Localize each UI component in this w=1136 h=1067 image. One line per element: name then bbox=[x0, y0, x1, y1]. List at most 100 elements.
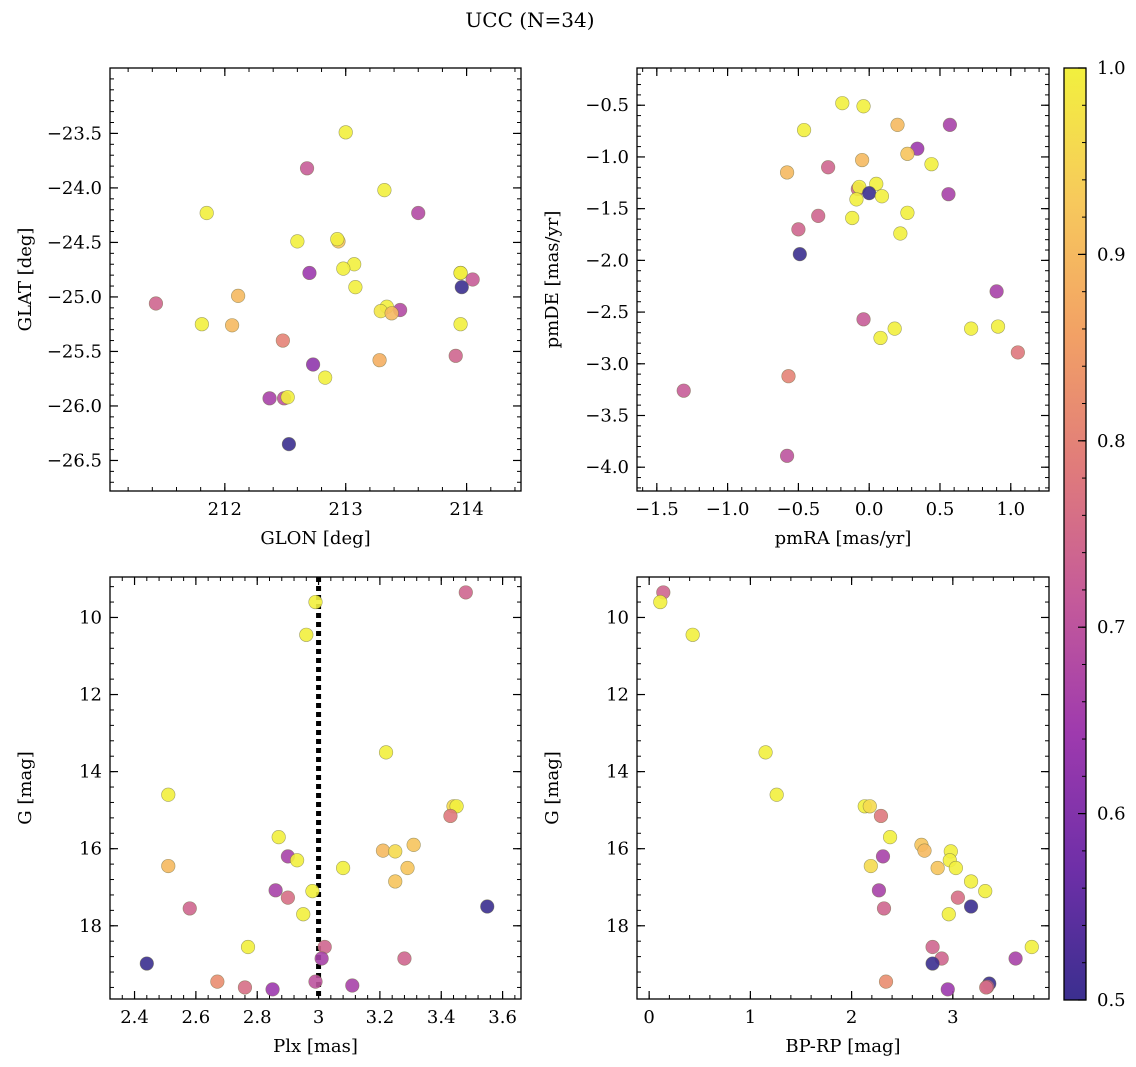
scatter-point bbox=[330, 232, 345, 247]
scatter-point bbox=[871, 883, 887, 898]
x-tick-label: −0.5 bbox=[777, 499, 821, 520]
scatter-point bbox=[240, 939, 256, 955]
scatter-point bbox=[900, 205, 915, 220]
scatter-point bbox=[873, 330, 888, 346]
scatter-points bbox=[676, 96, 1025, 463]
scatter-point bbox=[289, 853, 305, 868]
scatter-point bbox=[302, 265, 317, 281]
x-axis-label: pmRA [mas/yr] bbox=[775, 528, 912, 549]
y-tick-label: −25.0 bbox=[47, 287, 102, 308]
scatter-point bbox=[796, 122, 812, 138]
scatter-point bbox=[281, 437, 297, 452]
scatter-point bbox=[878, 974, 894, 989]
y-axis-label: pmDE [mas/yr] bbox=[542, 211, 563, 349]
scatter-points bbox=[148, 125, 480, 452]
scatter-point bbox=[1010, 345, 1025, 360]
axes-frame bbox=[109, 67, 522, 492]
y-tick-label: −1.5 bbox=[585, 199, 629, 220]
scatter-point bbox=[1008, 951, 1023, 966]
scatter-point bbox=[372, 353, 387, 368]
scatter-point bbox=[443, 808, 458, 824]
scatter-point bbox=[950, 890, 965, 905]
y-axis-label: G [mag] bbox=[542, 751, 563, 824]
y-tick-label: 10 bbox=[606, 607, 629, 628]
x-tick-label: 1.0 bbox=[996, 499, 1025, 520]
y-tick-label: −26.0 bbox=[47, 396, 102, 417]
scatter-point bbox=[411, 205, 426, 221]
scatter-point bbox=[308, 974, 323, 989]
colorbar-tick-label: 0.8 bbox=[1097, 431, 1126, 452]
scatter-point bbox=[458, 585, 473, 600]
scatter-point bbox=[862, 799, 877, 814]
scatter-point bbox=[856, 312, 871, 327]
scatter-point bbox=[685, 627, 700, 642]
y-tick-label: 16 bbox=[606, 839, 629, 860]
scatter-point bbox=[942, 117, 957, 132]
scatter-point bbox=[862, 186, 877, 201]
scatter-point bbox=[465, 272, 480, 287]
scatter-point bbox=[454, 280, 469, 295]
scatter-point bbox=[1024, 939, 1039, 955]
colorbar-tick-label: 0.6 bbox=[1097, 804, 1126, 825]
panel-plx-g: 2.4 2.6 2.8 3 3.2 3.4 3.6 10 12 14 16 18 Plx [mas] G … bbox=[15, 576, 522, 1057]
y-tick-label: −1.0 bbox=[585, 147, 629, 168]
x-axis-label: Plx [mas] bbox=[273, 1036, 358, 1057]
scatter-point bbox=[925, 939, 940, 955]
scatter-points bbox=[139, 585, 495, 997]
scatter-point bbox=[791, 222, 806, 237]
scatter-point bbox=[280, 390, 295, 405]
y-tick-label: −23.5 bbox=[47, 123, 102, 144]
y-tick-label: −24.5 bbox=[47, 232, 102, 253]
scatter-point bbox=[384, 306, 399, 321]
y-tick-label: 14 bbox=[79, 762, 102, 783]
x-tick-label: 2.4 bbox=[120, 1007, 149, 1028]
axes-frame bbox=[636, 576, 1050, 1000]
scatter-point bbox=[821, 160, 836, 175]
scatter-point bbox=[941, 187, 956, 202]
scatter-point bbox=[890, 117, 905, 132]
scatter-point bbox=[375, 843, 391, 858]
x-tick-label: 2.8 bbox=[243, 1007, 272, 1028]
colorbar-tick-label: 0.7 bbox=[1097, 617, 1126, 638]
scatter-point bbox=[336, 261, 351, 276]
y-tick-label: 10 bbox=[79, 607, 102, 628]
scatter-point bbox=[948, 860, 963, 876]
scatter-point bbox=[224, 318, 240, 333]
scatter-point bbox=[299, 161, 315, 176]
scatter-point bbox=[338, 125, 353, 140]
y-tick-label: 12 bbox=[606, 685, 629, 706]
y-tick-label: −3.5 bbox=[585, 406, 629, 427]
scatter-point bbox=[388, 874, 403, 889]
scatter-point bbox=[964, 321, 979, 336]
y-tick-label: −4.0 bbox=[585, 457, 629, 478]
scatter-point bbox=[779, 165, 795, 180]
scatter-point bbox=[314, 951, 329, 966]
y-axis-label: GLAT [deg] bbox=[15, 228, 36, 332]
colorbar-tick-label: 1.0 bbox=[1097, 58, 1126, 79]
scatter-point bbox=[781, 369, 796, 384]
x-tick-label: −1.5 bbox=[635, 499, 679, 520]
scatter-point bbox=[893, 226, 908, 241]
scatter-point bbox=[849, 192, 864, 207]
axes-frame bbox=[109, 576, 522, 1000]
scatter-point bbox=[979, 980, 994, 995]
scatter-point bbox=[925, 956, 940, 971]
scatter-point bbox=[882, 830, 898, 845]
scatter-point bbox=[480, 899, 495, 914]
scatter-point bbox=[268, 883, 283, 898]
scatter-point bbox=[305, 357, 321, 372]
scatter-point bbox=[275, 333, 290, 348]
scatter-point bbox=[139, 956, 154, 971]
scatter-point bbox=[792, 247, 807, 262]
scatter-point bbox=[453, 265, 468, 281]
scatter-point bbox=[397, 951, 412, 966]
x-tick-label: 214 bbox=[449, 499, 483, 520]
scatter-point bbox=[875, 849, 891, 864]
x-tick-label: 2.6 bbox=[182, 1007, 211, 1028]
scatter-point bbox=[863, 858, 878, 874]
x-tick-label: 213 bbox=[329, 499, 363, 520]
scatter-point bbox=[305, 883, 320, 899]
scatter-point bbox=[318, 370, 333, 385]
